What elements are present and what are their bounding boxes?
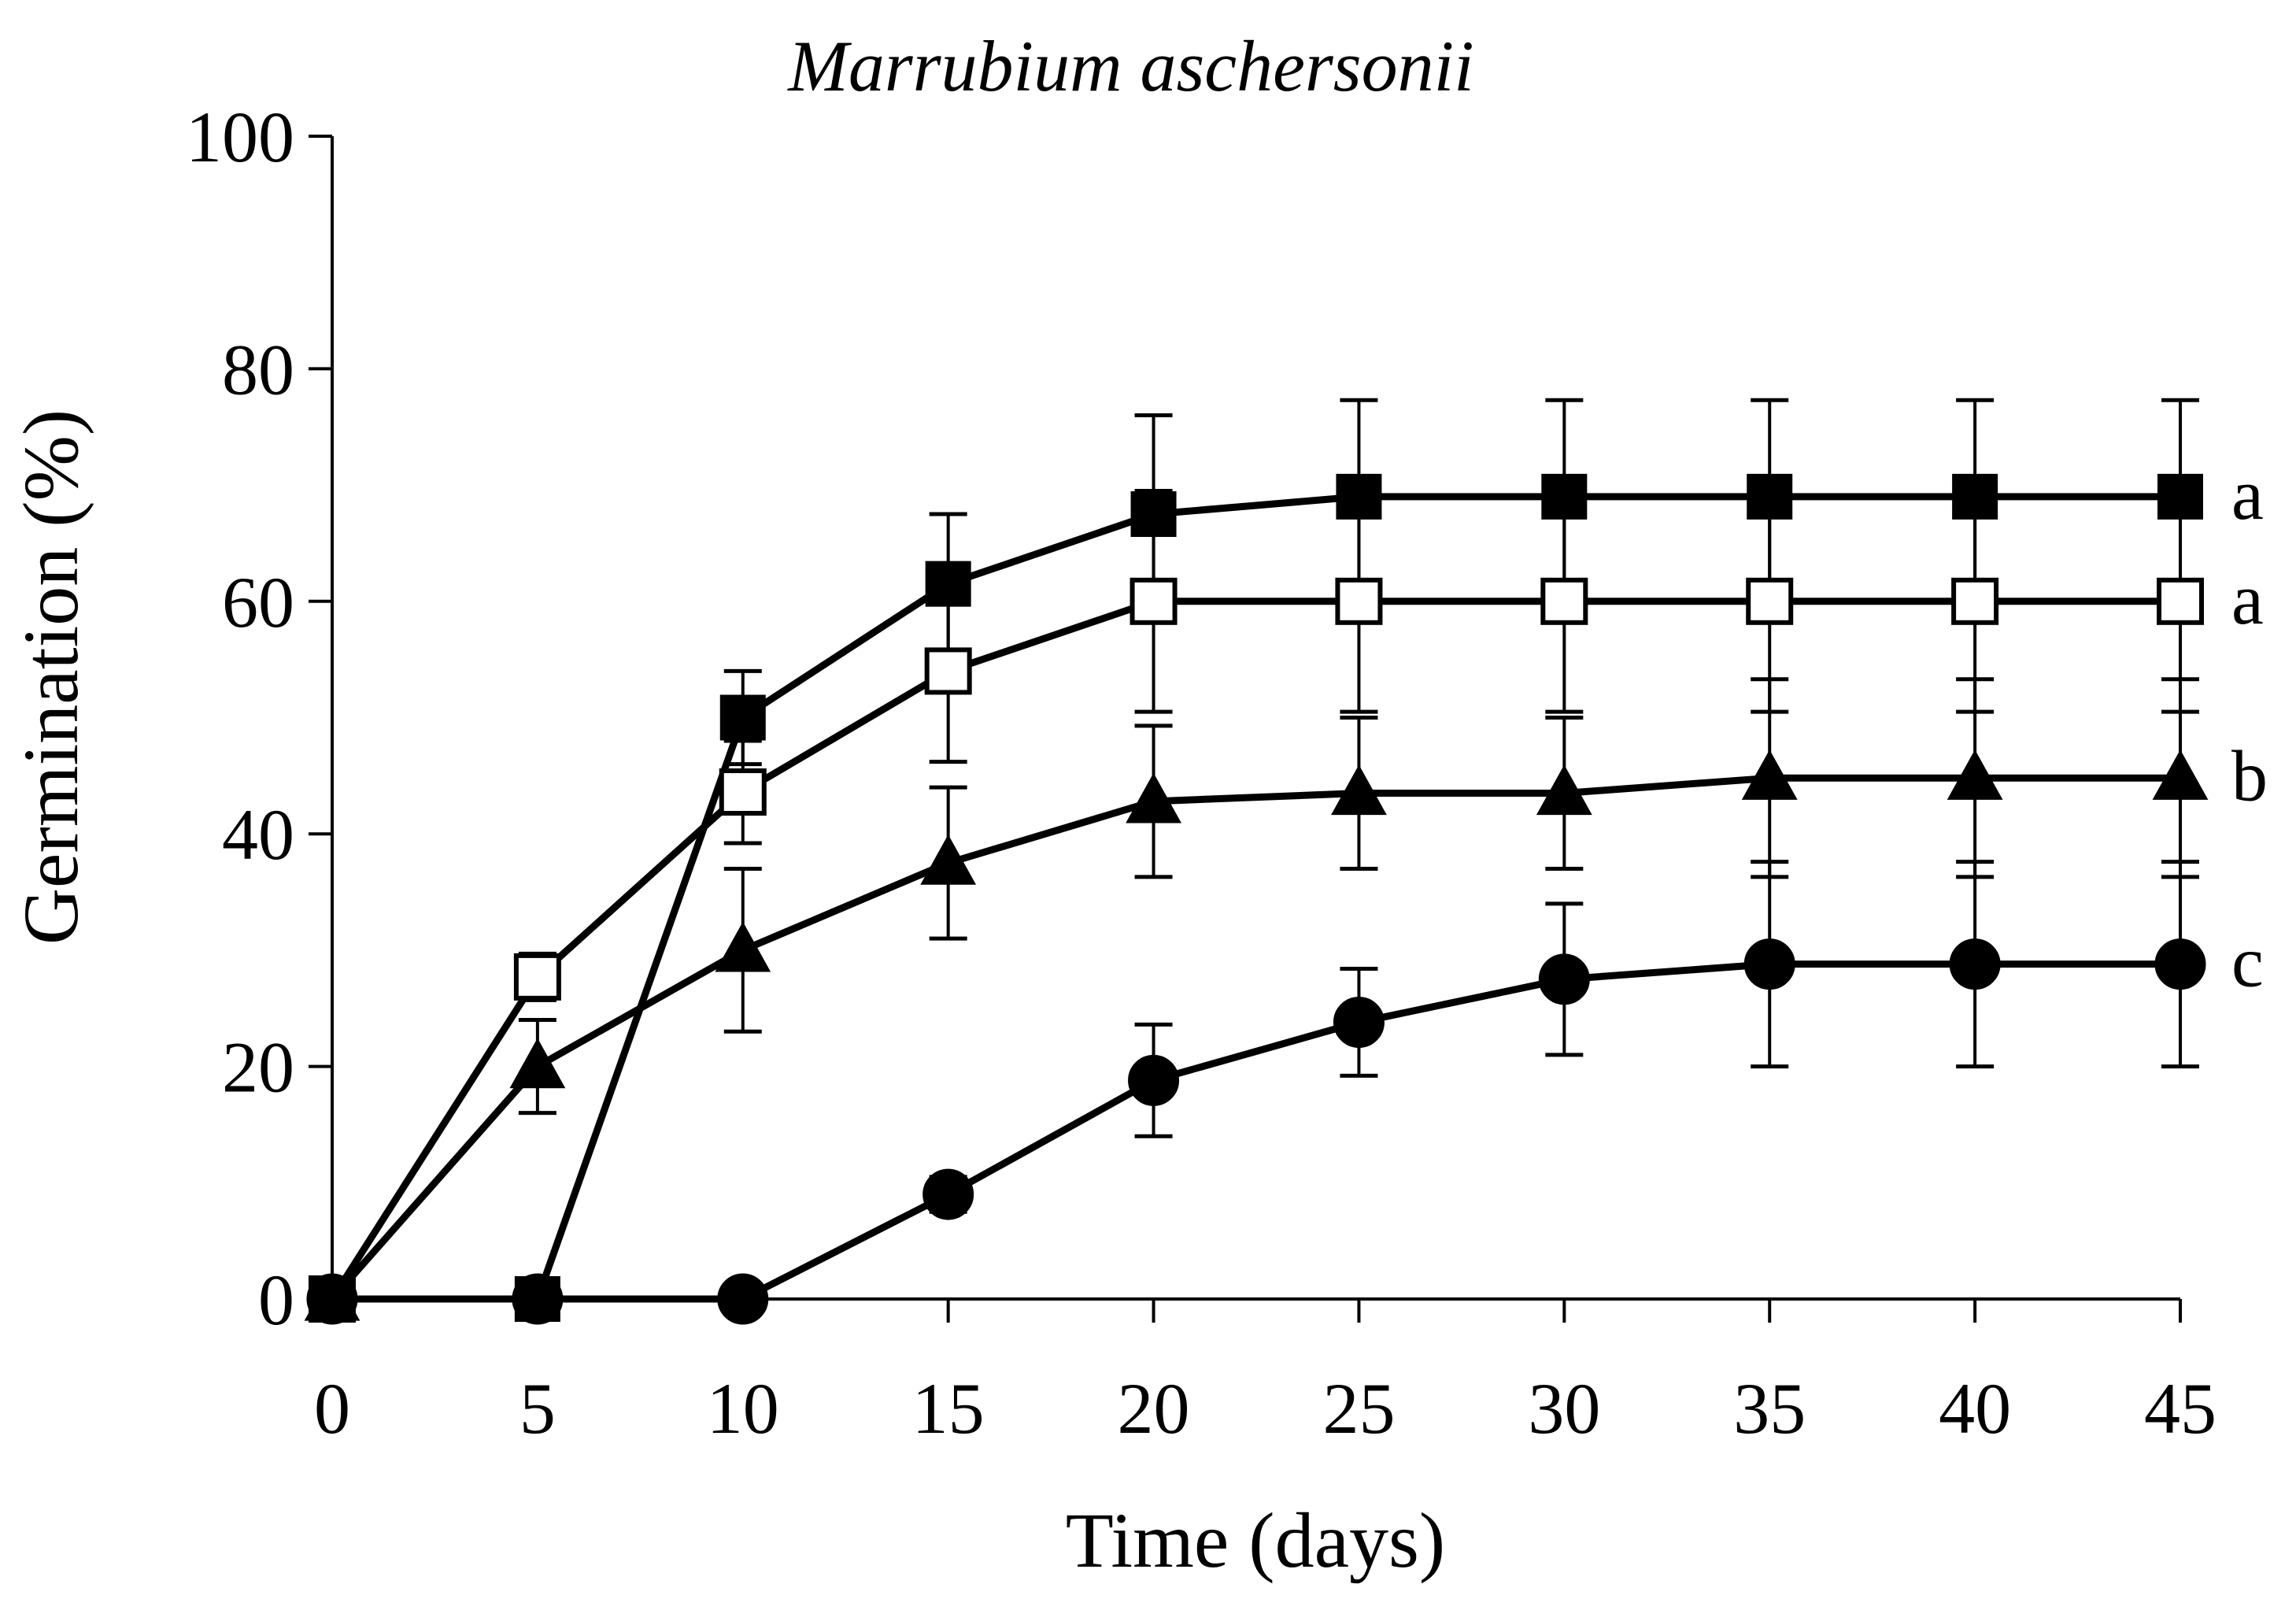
data-point [1126,772,1181,823]
data-point [1130,491,1177,538]
x-tick-label: 20 [1118,1368,1190,1449]
series-line-open-square [329,598,2180,1301]
data-point [1536,764,1592,816]
significance-label: b [2231,735,2268,816]
data-point [717,1273,769,1325]
markers-filled-square [309,473,2203,1322]
plot-area: aa b c [304,398,2268,1325]
x-tick-label: 40 [1939,1368,2011,1449]
chart-title: Marrubium aschersonii [786,26,1473,106]
series-line-filled-triangle [329,774,2180,1301]
data-point [1333,996,1385,1048]
x-tick-label: 25 [1322,1368,1395,1449]
x-axis-label: Time (days) [1066,1497,1445,1584]
x-tick-label: 0 [314,1368,350,1449]
data-point [715,921,771,972]
x-tick-label: 35 [1733,1368,1806,1449]
y-tick-label: 60 [222,562,294,642]
data-point [924,647,972,695]
markers-filled-circle [306,938,2206,1325]
data-point [920,835,977,885]
data-point [2157,473,2203,520]
y-tick-label: 80 [222,329,294,409]
data-point [2152,749,2209,800]
x-tick-label: 30 [1528,1368,1600,1449]
x-tick-label: 45 [2144,1368,2217,1449]
data-point [1947,749,2003,800]
data-point [925,561,971,607]
data-point [1130,577,1178,625]
series-line-filled-square [332,493,2180,1303]
significance-label: a [2231,559,2264,639]
x-tick-label: 5 [519,1368,556,1449]
data-point [2154,938,2206,990]
significance-label: c [2231,922,2264,1002]
data-point [1949,938,2001,990]
data-point [1538,953,1590,1005]
data-point [1336,473,1382,520]
data-point [1540,577,1588,625]
data-point [1746,577,1794,625]
y-tick-label: 40 [222,794,294,875]
data-point [1952,473,1998,520]
y-tick-label: 0 [258,1260,294,1340]
data-point [309,1276,355,1322]
data-point [1747,473,1793,520]
data-point [509,1038,566,1089]
data-point [1331,764,1387,816]
y-tick-label: 100 [186,97,294,177]
data-point [1128,1054,1180,1106]
data-point [1951,577,1999,625]
data-point [2157,577,2204,625]
data-point [1741,749,1798,800]
error-bars-filled-circle [929,860,2199,1214]
x-tick-label: 10 [707,1368,779,1449]
y-tick-label: 20 [222,1027,294,1108]
axes: 0 20 40 60 80 100 0 5 10 15 20 25 30 35 40 45 [186,97,2217,1449]
data-point [1335,577,1383,625]
data-point [1743,938,1795,990]
y-axis-label: Germination (%) [7,409,94,945]
series-line-filled-circle [332,960,2180,1303]
data-point [719,694,766,741]
x-tick-label: 15 [912,1368,985,1449]
data-point [719,768,767,816]
markers-open-square [309,577,2204,1323]
data-point [513,953,561,1001]
data-point [514,1276,560,1322]
data-point [1541,473,1588,520]
data-point [922,1168,974,1220]
significance-label: a [2231,454,2264,535]
